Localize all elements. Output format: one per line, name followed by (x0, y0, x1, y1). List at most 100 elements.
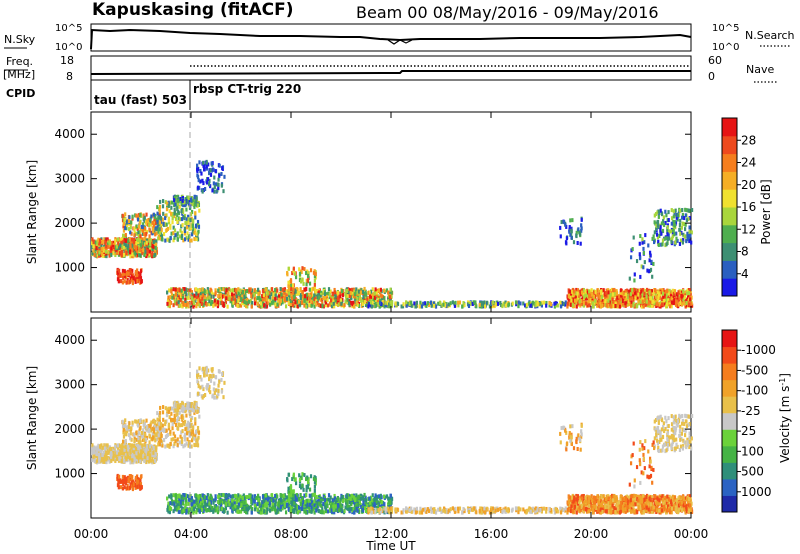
power-cell (121, 236, 124, 241)
power-cell (203, 288, 206, 293)
power-cell (201, 293, 204, 298)
power-cell (430, 303, 433, 308)
nsearch-label: N.Search (745, 29, 795, 42)
power-cell (182, 287, 185, 292)
power-cell (656, 235, 660, 240)
velocity-cell (189, 431, 192, 436)
power-cell (686, 300, 689, 305)
power-cell (173, 228, 177, 233)
power-cell (689, 233, 692, 238)
power-cell (264, 291, 267, 296)
power-cell (221, 166, 224, 171)
velocity-cell (95, 449, 99, 454)
power-cell (164, 216, 167, 221)
power-cell (176, 297, 179, 302)
power-cell (122, 228, 126, 233)
power-cell (100, 244, 103, 249)
power-cell (191, 292, 194, 297)
power-cell (380, 297, 384, 302)
y-tick-label: 1000 (54, 261, 85, 275)
power-cell (321, 301, 324, 306)
power-cell (179, 293, 182, 298)
power-cell (344, 299, 347, 304)
colorbar-swatch (722, 153, 737, 172)
power-cell (154, 245, 157, 250)
power-cell (303, 297, 306, 302)
power-cell (560, 220, 563, 225)
power-cell (197, 299, 200, 304)
power-cell (133, 250, 136, 255)
power-cell (299, 287, 302, 292)
power-cell (494, 302, 497, 307)
velocity-cell (117, 485, 120, 490)
power-cell (128, 249, 132, 254)
power-cell (686, 231, 689, 236)
velocity-cell (173, 417, 176, 422)
velocity-cell (197, 384, 200, 389)
power-cell (619, 288, 623, 293)
power-cell (127, 227, 131, 232)
velocity-cell (137, 436, 140, 441)
velocity-cell (125, 451, 128, 456)
velocity-cell (180, 423, 184, 428)
power-cell (277, 299, 280, 304)
power-cell (343, 302, 346, 307)
power-cell (678, 222, 682, 227)
power-cell (293, 295, 296, 300)
power-cell (175, 294, 179, 299)
power-cell (160, 227, 163, 232)
power-cell (195, 232, 198, 237)
power-cell (504, 300, 507, 305)
power-cell (473, 300, 476, 305)
power-cell (205, 164, 208, 169)
power-cell (176, 201, 180, 206)
power-cell (134, 279, 137, 284)
power-cell (191, 229, 194, 234)
power-cell (579, 292, 582, 297)
power-cell (425, 303, 428, 308)
power-cell (99, 253, 102, 258)
power-cell (659, 228, 662, 233)
power-cell (573, 289, 576, 294)
power-cell (322, 304, 325, 309)
power-cell (226, 290, 229, 295)
power-cell (627, 291, 630, 296)
power-cell (125, 226, 128, 231)
power-cell (373, 291, 376, 296)
power-cell (370, 304, 373, 309)
power-cell (656, 299, 659, 304)
power-cell (93, 253, 96, 258)
velocity-cell (148, 444, 152, 449)
power-cell (203, 164, 206, 169)
power-cell (684, 295, 687, 300)
power-cell (194, 215, 197, 220)
power-cell (143, 246, 146, 251)
power-cell (289, 286, 293, 291)
velocity-cell (159, 405, 162, 410)
power-cell (302, 281, 305, 286)
power-cell (346, 294, 349, 299)
power-cell (209, 172, 213, 177)
power-cell (427, 303, 431, 308)
power-cell (202, 188, 205, 193)
power-cell (173, 211, 176, 216)
velocity-cell (195, 402, 198, 407)
velocity-cell (143, 442, 146, 447)
power-cell (203, 167, 206, 172)
power-cell (293, 271, 296, 276)
velocity-cell (179, 403, 182, 408)
power-cell (370, 289, 373, 294)
power-cell (103, 237, 106, 242)
power-cell (291, 291, 294, 296)
power-cell (624, 301, 627, 306)
velocity-cell (117, 445, 120, 450)
power-cell (170, 205, 173, 210)
power-cell (637, 292, 640, 297)
power-cell (192, 202, 195, 207)
velocity-cell (121, 439, 125, 444)
power-cell (539, 302, 542, 307)
power-cell (576, 291, 579, 296)
power-cell (501, 304, 504, 309)
power-cell (625, 288, 629, 293)
